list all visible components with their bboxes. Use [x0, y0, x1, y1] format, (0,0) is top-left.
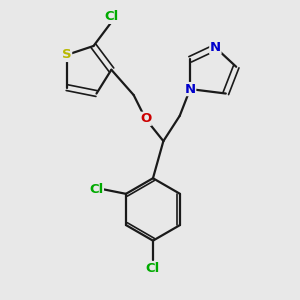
Text: S: S [62, 48, 72, 62]
Text: O: O [140, 112, 151, 125]
Text: Cl: Cl [89, 183, 103, 196]
Text: N: N [210, 41, 221, 54]
Text: Cl: Cl [104, 10, 118, 23]
Text: N: N [184, 82, 196, 96]
Text: Cl: Cl [146, 262, 160, 275]
